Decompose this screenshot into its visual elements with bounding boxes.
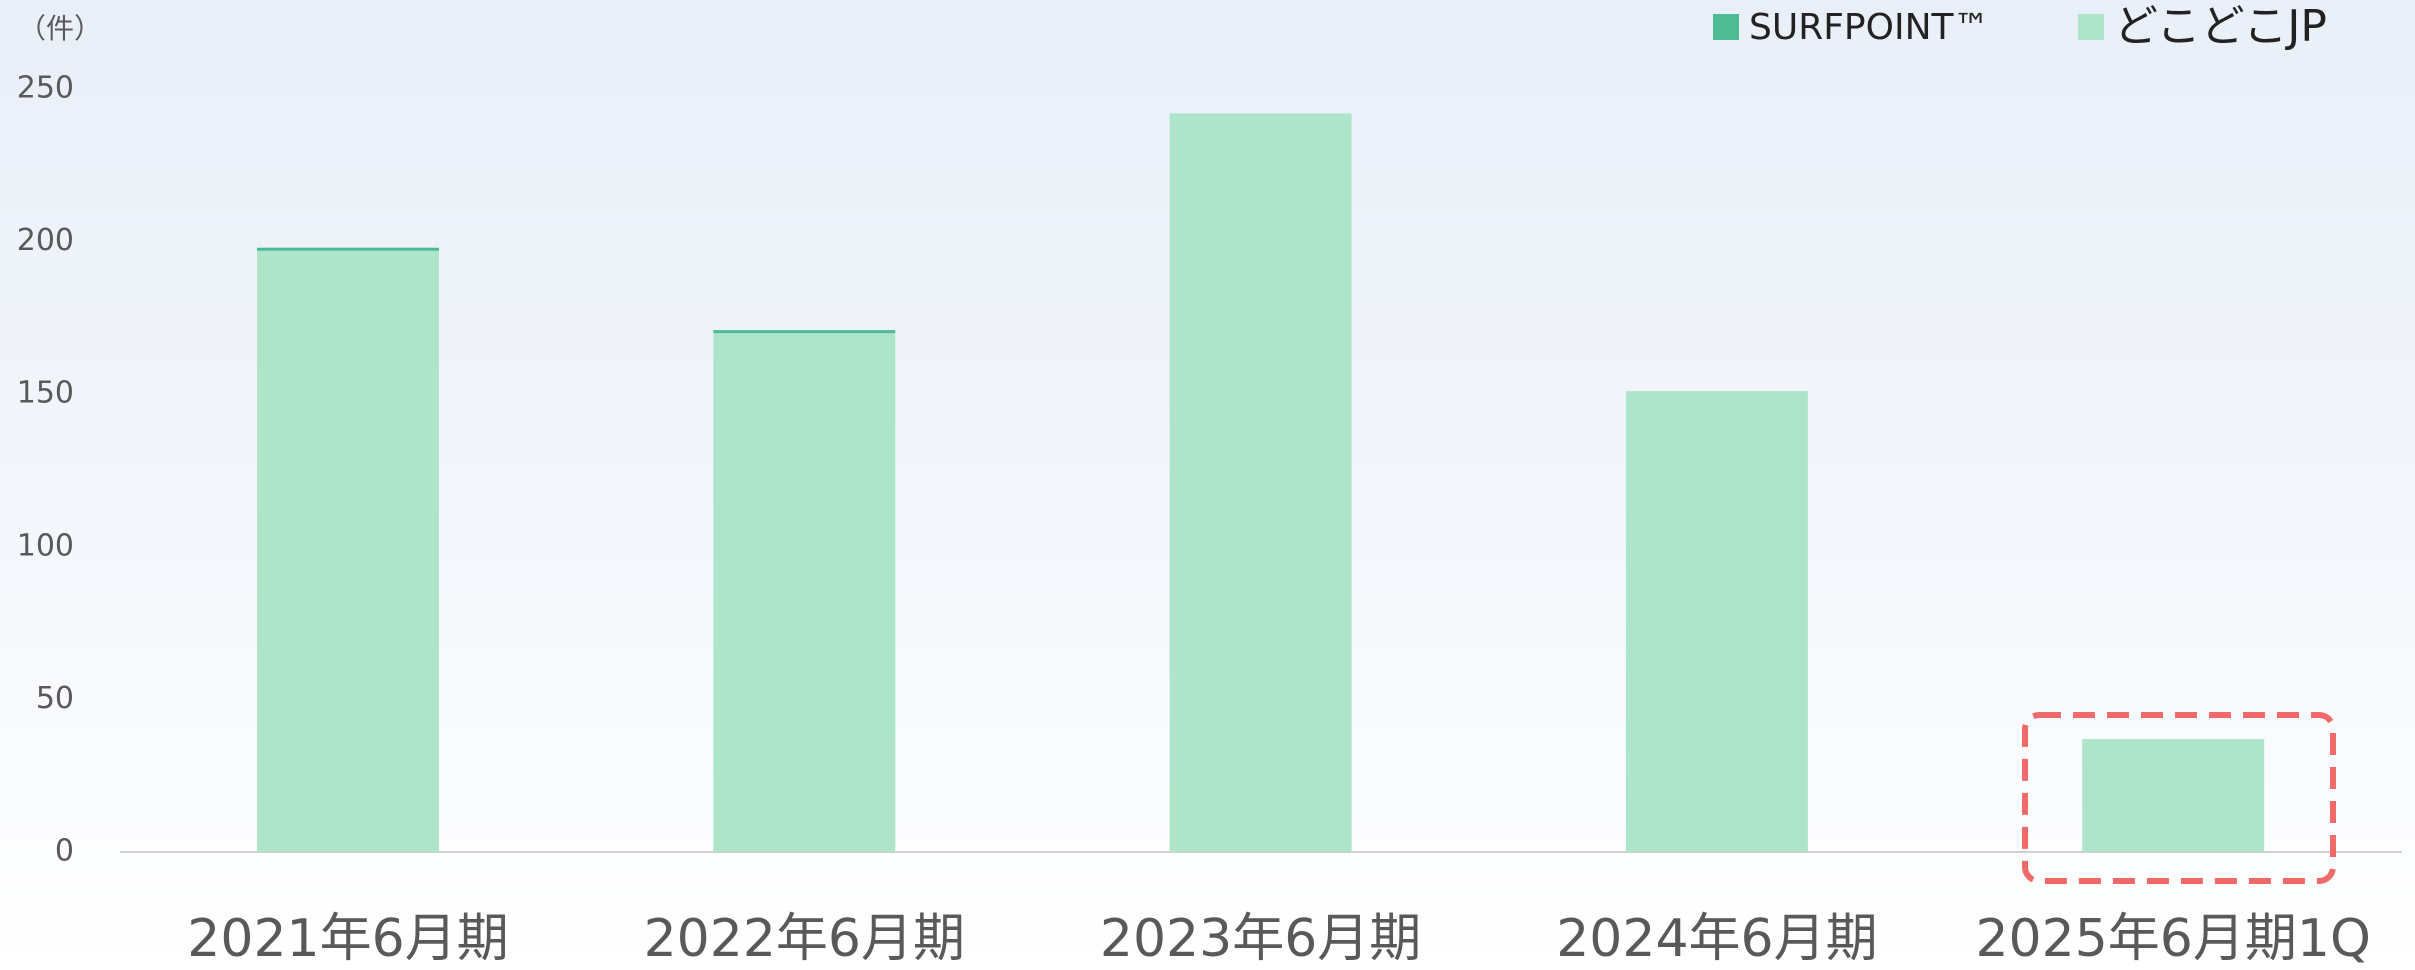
page: （件） 0 50 100 150 200 250 2021年6月期 2022年6月期 2023年…: [0, 0, 2415, 970]
y-tick-label: 150: [17, 376, 74, 411]
bar-segment: [257, 251, 439, 852]
bar-segment: [713, 333, 895, 852]
x-tick-label: 2021年6月期: [187, 909, 508, 969]
y-unit-label: （件）: [18, 12, 102, 45]
x-tick-label: 2022年6月期: [644, 909, 965, 969]
legend-label: SURFPOINT™: [1749, 7, 1990, 48]
bar-segment: [1626, 391, 1808, 852]
chart: （件） 0 50 100 150 200 250 2021年6月期 2022年6月期 2023年…: [0, 0, 2415, 970]
bar-segment: [257, 248, 439, 251]
y-tick-label: 0: [55, 834, 74, 869]
x-tick-label: 2023年6月期: [1100, 909, 1421, 969]
y-tick-label: 250: [17, 71, 74, 106]
y-tick-label: 50: [36, 681, 74, 716]
bar-segment: [2082, 739, 2264, 852]
bar-segment: [1170, 113, 1352, 852]
bar-segment: [713, 330, 895, 333]
x-tick-label: 2024年6月期: [1556, 909, 1877, 969]
x-tick-label: 2025年6月期1Q: [1975, 909, 2370, 969]
y-tick-label: 200: [17, 223, 74, 258]
legend-swatch: [1713, 14, 1739, 40]
legend-swatch: [2078, 14, 2104, 40]
legend-label: どこどこJP: [2114, 1, 2327, 52]
y-tick-label: 100: [17, 528, 74, 563]
